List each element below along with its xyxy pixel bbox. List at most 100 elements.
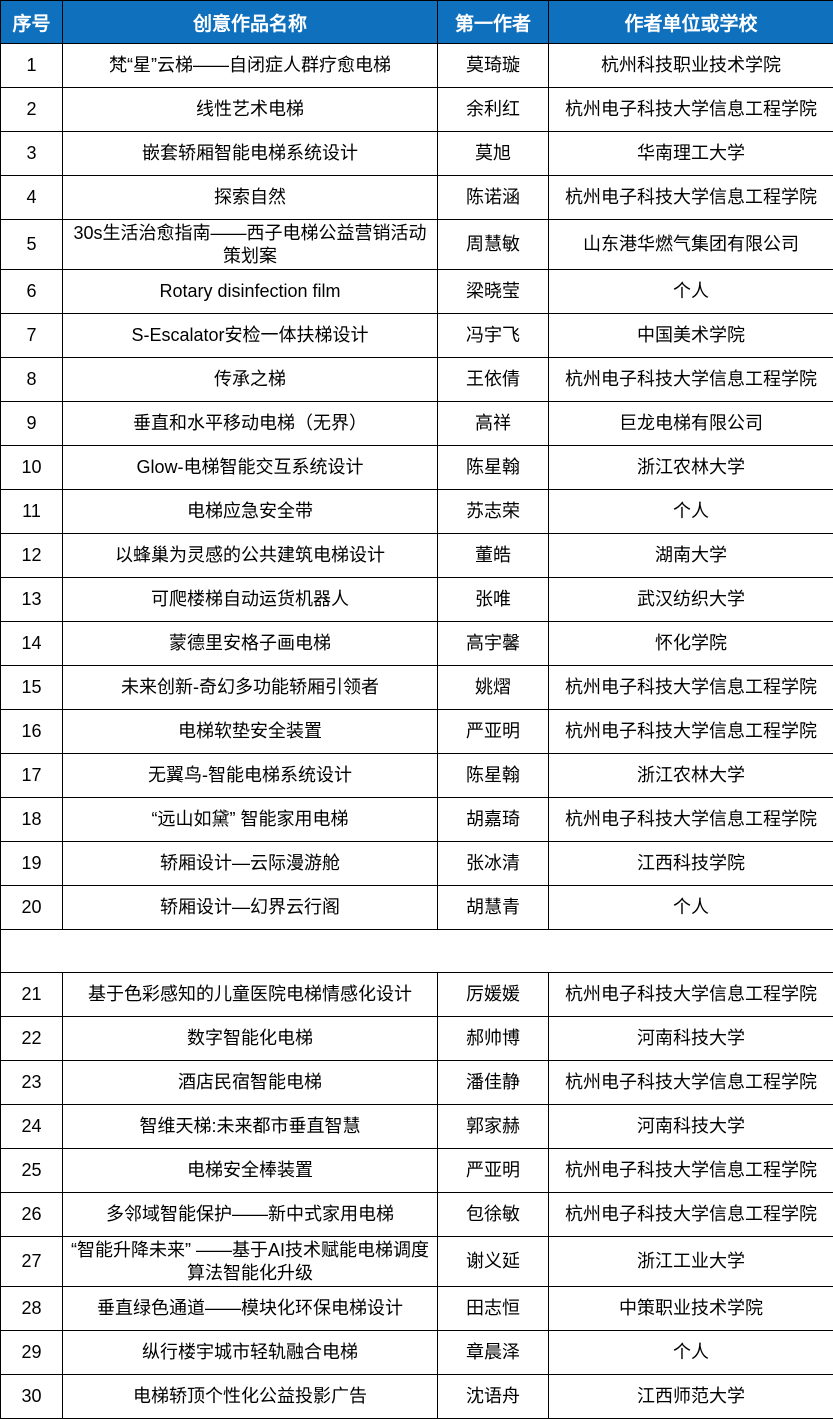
author-org-cell: 华南理工大学 bbox=[549, 132, 833, 176]
header-title: 创意作品名称 bbox=[63, 1, 438, 44]
table-row: 10 Glow-电梯智能交互系统设计 陈星翰 浙江农林大学 bbox=[1, 446, 833, 490]
table-row: 12 以蜂巢为灵感的公共建筑电梯设计 董皓 湖南大学 bbox=[1, 534, 833, 578]
table-row: 5 30s生活治愈指南——西子电梯公益营销活动策划案 周慧敏 山东港华燃气集团有… bbox=[1, 220, 833, 270]
row-number-cell: 30 bbox=[1, 1375, 63, 1419]
first-author-cell: 董皓 bbox=[438, 534, 549, 578]
table-row: 4 探索自然 陈诺涵 杭州电子科技大学信息工程学院 bbox=[1, 176, 833, 220]
author-org-cell: 杭州电子科技大学信息工程学院 bbox=[549, 1061, 833, 1105]
work-title-cell: “远山如黛” 智能家用电梯 bbox=[63, 798, 438, 842]
work-title-cell: 电梯轿顶个性化公益投影广告 bbox=[63, 1375, 438, 1419]
table-row: 8 传承之梯 王依倩 杭州电子科技大学信息工程学院 bbox=[1, 358, 833, 402]
first-author-cell: 余利红 bbox=[438, 88, 549, 132]
header-org: 作者单位或学校 bbox=[549, 1, 833, 44]
author-org-cell: 杭州电子科技大学信息工程学院 bbox=[549, 358, 833, 402]
work-title-cell: 无翼鸟-智能电梯系统设计 bbox=[63, 754, 438, 798]
spacer-cell bbox=[1, 930, 833, 973]
work-title-cell: 蒙德里安格子画电梯 bbox=[63, 622, 438, 666]
first-author-cell: 姚熠 bbox=[438, 666, 549, 710]
work-title-cell: 未来创新-奇幻多功能轿厢引领者 bbox=[63, 666, 438, 710]
work-title-cell: 嵌套轿厢智能电梯系统设计 bbox=[63, 132, 438, 176]
table-row: 26 多邻域智能保护——新中式家用电梯 包徐敏 杭州电子科技大学信息工程学院 bbox=[1, 1193, 833, 1237]
work-title-cell: Rotary disinfection film bbox=[63, 270, 438, 314]
author-org-cell: 巨龙电梯有限公司 bbox=[549, 402, 833, 446]
table-body: 1 梵“星”云梯——自闭症人群疗愈电梯 莫琦璇 杭州科技职业技术学院 2 线性艺… bbox=[1, 44, 833, 1419]
author-org-cell: 浙江农林大学 bbox=[549, 754, 833, 798]
author-org-cell: 杭州电子科技大学信息工程学院 bbox=[549, 88, 833, 132]
table-row: 3 嵌套轿厢智能电梯系统设计 莫旭 华南理工大学 bbox=[1, 132, 833, 176]
first-author-cell: 梁晓莹 bbox=[438, 270, 549, 314]
table-row: 7 S-Escalator安检一体扶梯设计 冯宇飞 中国美术学院 bbox=[1, 314, 833, 358]
row-number-cell: 3 bbox=[1, 132, 63, 176]
header-no: 序号 bbox=[1, 1, 63, 44]
row-number-cell: 20 bbox=[1, 886, 63, 930]
first-author-cell: 周慧敏 bbox=[438, 220, 549, 270]
work-title-cell: 可爬楼梯自动运货机器人 bbox=[63, 578, 438, 622]
author-org-cell: 个人 bbox=[549, 886, 833, 930]
row-number-cell: 2 bbox=[1, 88, 63, 132]
author-org-cell: 浙江工业大学 bbox=[549, 1237, 833, 1287]
row-number-cell: 16 bbox=[1, 710, 63, 754]
author-org-cell: 浙江农林大学 bbox=[549, 446, 833, 490]
table-row: 23 酒店民宿智能电梯 潘佳静 杭州电子科技大学信息工程学院 bbox=[1, 1061, 833, 1105]
author-org-cell: 杭州电子科技大学信息工程学院 bbox=[549, 798, 833, 842]
table-row: 13 可爬楼梯自动运货机器人 张唯 武汉纺织大学 bbox=[1, 578, 833, 622]
row-number-cell: 19 bbox=[1, 842, 63, 886]
work-title-cell: 以蜂巢为灵感的公共建筑电梯设计 bbox=[63, 534, 438, 578]
author-org-cell: 江西科技学院 bbox=[549, 842, 833, 886]
first-author-cell: 包徐敏 bbox=[438, 1193, 549, 1237]
table-row: 1 梵“星”云梯——自闭症人群疗愈电梯 莫琦璇 杭州科技职业技术学院 bbox=[1, 44, 833, 88]
row-number-cell: 22 bbox=[1, 1017, 63, 1061]
first-author-cell: 王依倩 bbox=[438, 358, 549, 402]
table-row: 17 无翼鸟-智能电梯系统设计 陈星翰 浙江农林大学 bbox=[1, 754, 833, 798]
work-title-cell: 电梯软垫安全装置 bbox=[63, 710, 438, 754]
first-author-cell: 潘佳静 bbox=[438, 1061, 549, 1105]
work-title-cell: 垂直和水平移动电梯（无界） bbox=[63, 402, 438, 446]
first-author-cell: 厉媛媛 bbox=[438, 973, 549, 1017]
author-org-cell: 个人 bbox=[549, 490, 833, 534]
first-author-cell: 陈星翰 bbox=[438, 446, 549, 490]
work-title-cell: 多邻域智能保护——新中式家用电梯 bbox=[63, 1193, 438, 1237]
work-title-cell: 智维天梯:未来都市垂直智慧 bbox=[63, 1105, 438, 1149]
first-author-cell: 张唯 bbox=[438, 578, 549, 622]
header-row: 序号 创意作品名称 第一作者 作者单位或学校 bbox=[1, 1, 833, 44]
table-row: 22 数字智能化电梯 郝帅博 河南科技大学 bbox=[1, 1017, 833, 1061]
first-author-cell: 田志恒 bbox=[438, 1287, 549, 1331]
work-title-cell: 酒店民宿智能电梯 bbox=[63, 1061, 438, 1105]
work-title-cell: 梵“星”云梯——自闭症人群疗愈电梯 bbox=[63, 44, 438, 88]
table-row: 28 垂直绿色通道——模块化环保电梯设计 田志恒 中策职业技术学院 bbox=[1, 1287, 833, 1331]
first-author-cell: 严亚明 bbox=[438, 710, 549, 754]
first-author-cell: 高宇馨 bbox=[438, 622, 549, 666]
row-number-cell: 24 bbox=[1, 1105, 63, 1149]
first-author-cell: 陈诺涵 bbox=[438, 176, 549, 220]
author-org-cell: 山东港华燃气集团有限公司 bbox=[549, 220, 833, 270]
table-row: 27 “智能升降未来” ——基于AI技术赋能电梯调度算法智能化升级 谢义延 浙江… bbox=[1, 1237, 833, 1287]
work-title-cell: 轿厢设计—云际漫游舱 bbox=[63, 842, 438, 886]
first-author-cell: 沈语舟 bbox=[438, 1375, 549, 1419]
work-title-cell: 垂直绿色通道——模块化环保电梯设计 bbox=[63, 1287, 438, 1331]
first-author-cell: 胡慧青 bbox=[438, 886, 549, 930]
row-number-cell: 10 bbox=[1, 446, 63, 490]
work-title-cell: 30s生活治愈指南——西子电梯公益营销活动策划案 bbox=[63, 220, 438, 270]
row-number-cell: 12 bbox=[1, 534, 63, 578]
author-org-cell: 河南科技大学 bbox=[549, 1105, 833, 1149]
row-number-cell: 7 bbox=[1, 314, 63, 358]
first-author-cell: 苏志荣 bbox=[438, 490, 549, 534]
row-number-cell: 27 bbox=[1, 1237, 63, 1287]
work-title-cell: 电梯应急安全带 bbox=[63, 490, 438, 534]
first-author-cell: 胡嘉琦 bbox=[438, 798, 549, 842]
row-number-cell: 28 bbox=[1, 1287, 63, 1331]
row-number-cell: 13 bbox=[1, 578, 63, 622]
row-number-cell: 14 bbox=[1, 622, 63, 666]
first-author-cell: 莫琦璇 bbox=[438, 44, 549, 88]
table-row: 11 电梯应急安全带 苏志荣 个人 bbox=[1, 490, 833, 534]
table-row: 9 垂直和水平移动电梯（无界） 高祥 巨龙电梯有限公司 bbox=[1, 402, 833, 446]
row-number-cell: 23 bbox=[1, 1061, 63, 1105]
author-org-cell: 中国美术学院 bbox=[549, 314, 833, 358]
author-org-cell: 怀化学院 bbox=[549, 622, 833, 666]
work-title-cell: 数字智能化电梯 bbox=[63, 1017, 438, 1061]
table-row: 15 未来创新-奇幻多功能轿厢引领者 姚熠 杭州电子科技大学信息工程学院 bbox=[1, 666, 833, 710]
table-row: 2 线性艺术电梯 余利红 杭州电子科技大学信息工程学院 bbox=[1, 88, 833, 132]
work-title-cell: 线性艺术电梯 bbox=[63, 88, 438, 132]
table-row: 21 基于色彩感知的儿童医院电梯情感化设计 厉媛媛 杭州电子科技大学信息工程学院 bbox=[1, 973, 833, 1017]
